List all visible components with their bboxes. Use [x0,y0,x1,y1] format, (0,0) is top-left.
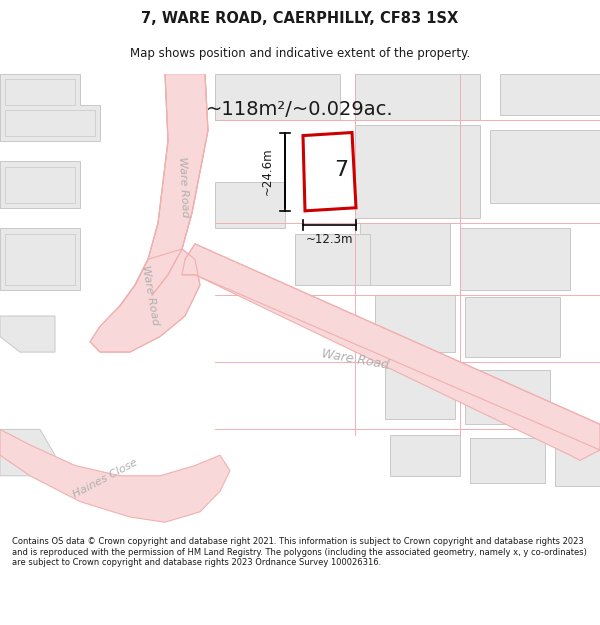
Polygon shape [465,369,550,424]
Text: Ware Road: Ware Road [320,347,389,372]
Text: 7, WARE ROAD, CAERPHILLY, CF83 1SX: 7, WARE ROAD, CAERPHILLY, CF83 1SX [142,11,458,26]
Polygon shape [5,234,75,285]
Polygon shape [355,125,480,218]
Polygon shape [470,438,545,483]
Polygon shape [390,434,460,476]
Text: ~12.3m: ~12.3m [306,233,353,246]
Text: ~118m²/~0.029ac.: ~118m²/~0.029ac. [206,101,394,119]
Polygon shape [5,79,75,104]
Polygon shape [500,74,600,115]
Text: ~24.6m: ~24.6m [260,148,274,196]
Text: Contains OS data © Crown copyright and database right 2021. This information is : Contains OS data © Crown copyright and d… [12,537,587,567]
Polygon shape [5,110,95,136]
Polygon shape [360,223,450,285]
Polygon shape [465,298,560,358]
Polygon shape [0,429,55,476]
Polygon shape [0,316,55,352]
Polygon shape [215,182,285,228]
Text: Map shows position and indicative extent of the property.: Map shows position and indicative extent… [130,47,470,59]
Polygon shape [555,445,600,486]
Polygon shape [375,296,455,352]
Polygon shape [215,74,340,120]
Polygon shape [0,161,80,208]
Text: 7: 7 [334,159,348,179]
Polygon shape [0,429,230,522]
Polygon shape [0,74,100,141]
Text: Ware Road: Ware Road [140,264,160,326]
Text: Haines Close: Haines Close [71,458,139,500]
Polygon shape [295,234,370,285]
Polygon shape [490,131,600,202]
Text: Ware Road: Ware Road [178,156,191,218]
Polygon shape [303,132,356,211]
Polygon shape [0,228,80,290]
Polygon shape [182,244,600,461]
Polygon shape [385,368,455,419]
Polygon shape [120,74,208,306]
Polygon shape [355,74,480,120]
Polygon shape [5,166,75,202]
Polygon shape [460,228,570,290]
Polygon shape [90,249,200,352]
